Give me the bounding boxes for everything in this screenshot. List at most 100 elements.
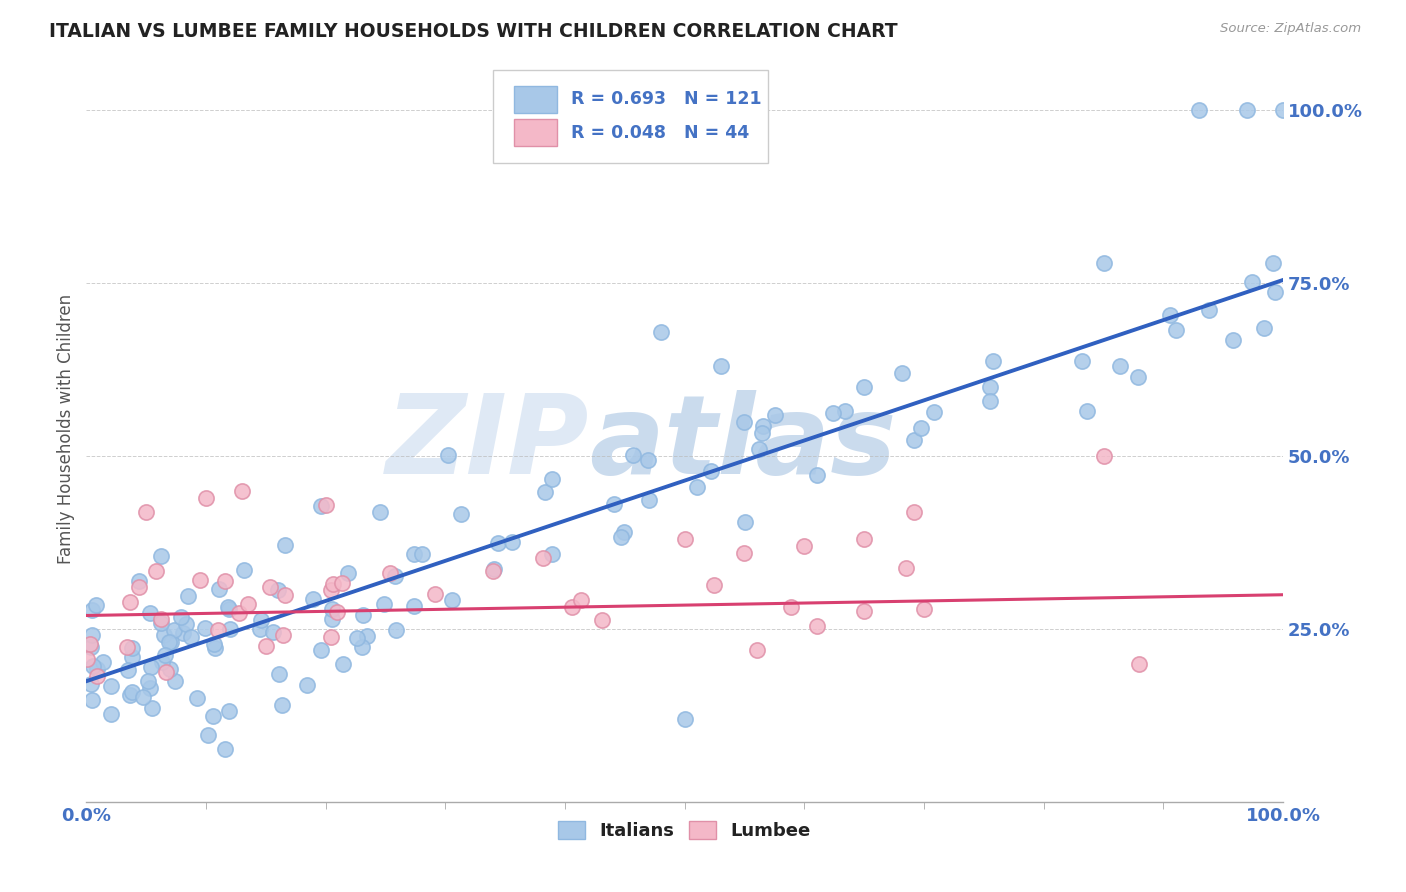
Point xyxy=(138,673,160,688)
Point xyxy=(79,637,101,651)
Point xyxy=(748,442,770,456)
Point xyxy=(423,587,446,601)
Point xyxy=(322,577,344,591)
Point xyxy=(218,602,240,616)
Point xyxy=(86,662,108,676)
Point xyxy=(86,668,108,682)
Point xyxy=(1236,103,1258,118)
Point xyxy=(1092,450,1115,464)
Point xyxy=(218,704,240,718)
Point xyxy=(793,539,815,553)
Point xyxy=(979,393,1001,408)
Point xyxy=(981,354,1004,368)
Point xyxy=(1166,323,1188,337)
Point xyxy=(170,610,193,624)
Point xyxy=(1071,353,1094,368)
Point xyxy=(231,483,253,498)
Point xyxy=(1109,359,1132,373)
Point xyxy=(228,606,250,620)
Point xyxy=(194,621,217,635)
Point xyxy=(121,641,143,656)
Point xyxy=(569,593,592,607)
Point xyxy=(150,549,173,564)
Point xyxy=(531,551,554,566)
Point xyxy=(501,535,523,549)
Point xyxy=(1159,308,1181,322)
Point xyxy=(249,622,271,636)
Point xyxy=(254,639,277,653)
Point xyxy=(853,380,876,394)
Point xyxy=(673,712,696,726)
Point xyxy=(150,616,173,631)
Point xyxy=(218,622,240,636)
Point xyxy=(273,538,295,552)
Point xyxy=(1272,103,1295,118)
Point xyxy=(190,573,212,587)
Point xyxy=(373,597,395,611)
Point xyxy=(765,408,787,422)
Point xyxy=(84,599,107,613)
Point xyxy=(295,677,318,691)
Point xyxy=(336,566,359,581)
Point xyxy=(319,583,342,598)
Point xyxy=(80,640,103,655)
Point xyxy=(172,626,194,640)
Point xyxy=(486,536,509,550)
Text: ITALIAN VS LUMBEE FAMILY HOUSEHOLDS WITH CHILDREN CORRELATION CHART: ITALIAN VS LUMBEE FAMILY HOUSEHOLDS WITH… xyxy=(49,22,898,41)
Point xyxy=(311,642,333,657)
Point xyxy=(922,404,945,418)
Point xyxy=(118,595,141,609)
Point xyxy=(259,580,281,594)
Point xyxy=(734,515,756,529)
Point xyxy=(541,472,564,486)
Point xyxy=(207,623,229,637)
Point xyxy=(135,505,157,519)
Point xyxy=(76,651,98,665)
Point xyxy=(157,635,180,649)
Point xyxy=(153,628,176,642)
Point xyxy=(368,505,391,519)
Point xyxy=(214,742,236,756)
Point xyxy=(350,640,373,654)
Point xyxy=(186,690,208,705)
Point xyxy=(100,679,122,693)
Point xyxy=(352,608,374,623)
Y-axis label: Family Households with Children: Family Households with Children xyxy=(58,293,75,564)
Point xyxy=(214,574,236,589)
Point xyxy=(155,648,177,662)
Point xyxy=(321,612,343,626)
Point xyxy=(1264,285,1286,299)
Point xyxy=(699,464,721,478)
Point xyxy=(91,655,114,669)
Point xyxy=(1076,404,1098,418)
Point xyxy=(1188,103,1211,118)
Point xyxy=(440,593,463,607)
Point xyxy=(979,380,1001,394)
Point xyxy=(834,404,856,418)
Point xyxy=(612,524,634,539)
Point xyxy=(82,628,104,642)
Point xyxy=(321,630,343,644)
Point xyxy=(218,600,240,615)
Point xyxy=(910,421,932,435)
Point xyxy=(149,612,172,626)
Point xyxy=(202,637,225,651)
Point xyxy=(534,484,557,499)
Point xyxy=(481,564,503,578)
Point xyxy=(1253,321,1275,335)
Point xyxy=(141,700,163,714)
Point xyxy=(332,657,354,672)
FancyBboxPatch shape xyxy=(494,70,769,163)
Point xyxy=(603,497,626,511)
Point xyxy=(380,566,402,580)
Point xyxy=(686,480,709,494)
Point xyxy=(894,561,917,575)
Point xyxy=(145,564,167,578)
Point xyxy=(482,562,505,576)
Point xyxy=(80,603,103,617)
Point xyxy=(437,448,460,462)
Point xyxy=(132,690,155,704)
Point xyxy=(1092,255,1115,269)
Point xyxy=(650,325,672,339)
Point xyxy=(912,601,935,615)
